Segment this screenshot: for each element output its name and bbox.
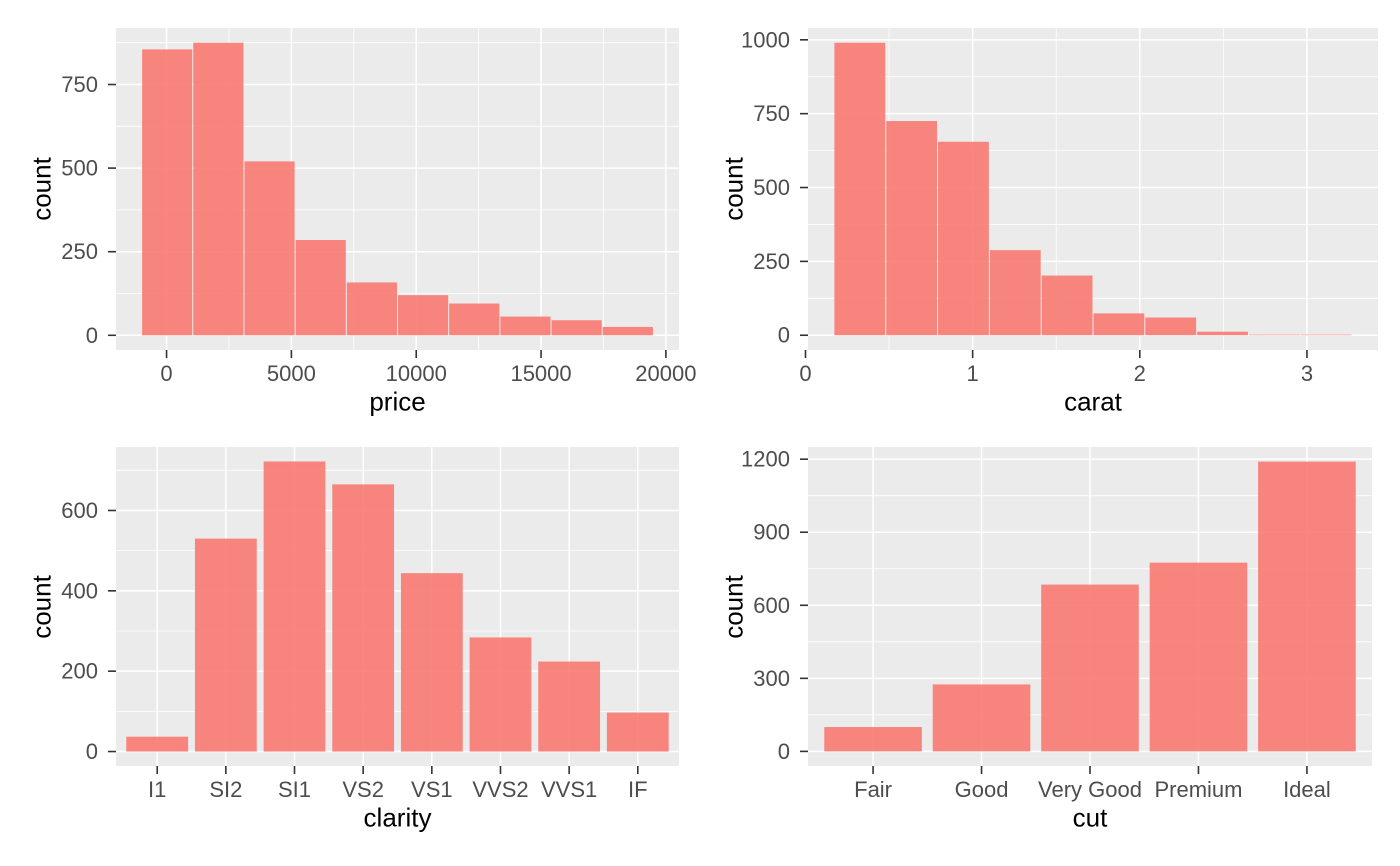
histogram-bar xyxy=(989,250,1041,336)
category-bar xyxy=(332,484,395,752)
y-tick-label: 900 xyxy=(753,520,790,545)
category-bar xyxy=(538,661,601,752)
y-tick-label: 300 xyxy=(753,666,790,691)
histogram-bar xyxy=(500,316,551,336)
histogram-bar xyxy=(1041,275,1093,336)
histogram-bar xyxy=(1093,313,1145,336)
histogram-bar xyxy=(346,282,397,336)
histogram-bar xyxy=(1197,331,1248,336)
y-axis-title-count-4: count xyxy=(718,574,749,639)
x-tick-label: 10000 xyxy=(386,361,447,386)
category-bar xyxy=(469,637,532,752)
y-tick-label: 500 xyxy=(61,156,98,181)
x-tick-label: VS2 xyxy=(342,777,384,802)
y-tick-label: 0 xyxy=(778,323,790,348)
x-axis-title-cut: cut xyxy=(1072,802,1108,833)
x-axis-title-carat: carat xyxy=(1064,386,1122,417)
x-tick-label: IF xyxy=(628,777,648,802)
x-tick-label: VVS1 xyxy=(541,777,597,802)
x-tick-label: VVS2 xyxy=(472,777,528,802)
x-tick-label: 1 xyxy=(967,361,979,386)
y-tick-label: 600 xyxy=(61,498,98,523)
price-histogram: 0 250 500 750 0 5000 10000 15000 20000 xyxy=(61,28,696,386)
x-tick-label: 15000 xyxy=(510,361,571,386)
y-axis-title-count-2: count xyxy=(718,157,749,221)
category-bar xyxy=(400,573,463,752)
y-axis-title-count-1: count xyxy=(26,157,57,221)
y-tick-label: 400 xyxy=(61,578,98,603)
histogram-bar xyxy=(1300,334,1352,336)
x-tick-label: SI1 xyxy=(278,777,311,802)
histogram-bar xyxy=(1248,334,1300,336)
histogram-bar xyxy=(295,239,346,336)
y-tick-label: 600 xyxy=(753,593,790,618)
histogram-bar xyxy=(886,121,938,336)
category-bar xyxy=(932,684,1031,752)
y-tick-label: 750 xyxy=(753,101,790,126)
category-bar xyxy=(1041,584,1139,752)
x-tick-label: Fair xyxy=(854,777,892,802)
histogram-bar xyxy=(551,320,602,336)
x-tick-label: VS1 xyxy=(411,777,453,802)
histogram-bar xyxy=(142,49,193,336)
x-tick-label: Premium xyxy=(1154,777,1242,802)
y-tick-label: 1200 xyxy=(741,447,790,472)
x-tick-label: 5000 xyxy=(267,361,316,386)
histogram-bar xyxy=(834,42,886,336)
histogram-bar xyxy=(449,303,500,336)
x-tick-label: I1 xyxy=(148,777,166,802)
x-tick-label: Very Good xyxy=(1038,777,1142,802)
carat-histogram: 0 250 500 750 1000 0 1 2 3 xyxy=(741,27,1378,386)
category-bar xyxy=(606,712,669,752)
y-tick-label: 750 xyxy=(61,72,98,97)
y-tick-label: 0 xyxy=(86,323,98,348)
cut-bar-chart: 0 300 600 900 1200 Fair Good Very Good Premium Id… xyxy=(741,447,1372,802)
y-tick-label: 500 xyxy=(753,175,790,200)
histogram-bar xyxy=(602,326,653,336)
histogram-bar xyxy=(938,141,989,336)
category-bar xyxy=(1149,562,1248,752)
histogram-bar xyxy=(1145,317,1197,336)
clarity-bar-chart: 0 200 400 600 I1 SI2 SI1 VS2 VS1 VVS2 VVS1 IF xyxy=(61,447,679,802)
histogram-bar xyxy=(398,295,449,336)
x-tick-label: 0 xyxy=(799,361,811,386)
category-bar xyxy=(1258,461,1356,752)
y-tick-label: 250 xyxy=(61,239,98,264)
y-axis-title-count-3: count xyxy=(26,574,57,639)
category-bar xyxy=(263,461,326,752)
x-tick-label: Ideal xyxy=(1283,777,1331,802)
x-axis-title-price: price xyxy=(369,386,426,417)
x-tick-label: 3 xyxy=(1301,361,1313,386)
y-tick-label: 200 xyxy=(61,659,98,684)
category-bar xyxy=(126,736,189,752)
x-axis-title-clarity: clarity xyxy=(363,802,432,833)
y-tick-label: 1000 xyxy=(741,27,790,52)
histogram-bar xyxy=(193,42,244,336)
y-tick-label: 250 xyxy=(753,249,790,274)
x-tick-label: 0 xyxy=(160,361,172,386)
category-bar xyxy=(824,727,922,752)
x-tick-label: Good xyxy=(955,777,1009,802)
y-tick-label: 0 xyxy=(778,739,790,764)
histogram-bar xyxy=(244,161,295,336)
category-bar xyxy=(194,538,257,752)
x-tick-label: SI2 xyxy=(209,777,242,802)
y-tick-label: 0 xyxy=(86,739,98,764)
x-tick-label: 2 xyxy=(1134,361,1146,386)
x-tick-label: 20000 xyxy=(635,361,696,386)
